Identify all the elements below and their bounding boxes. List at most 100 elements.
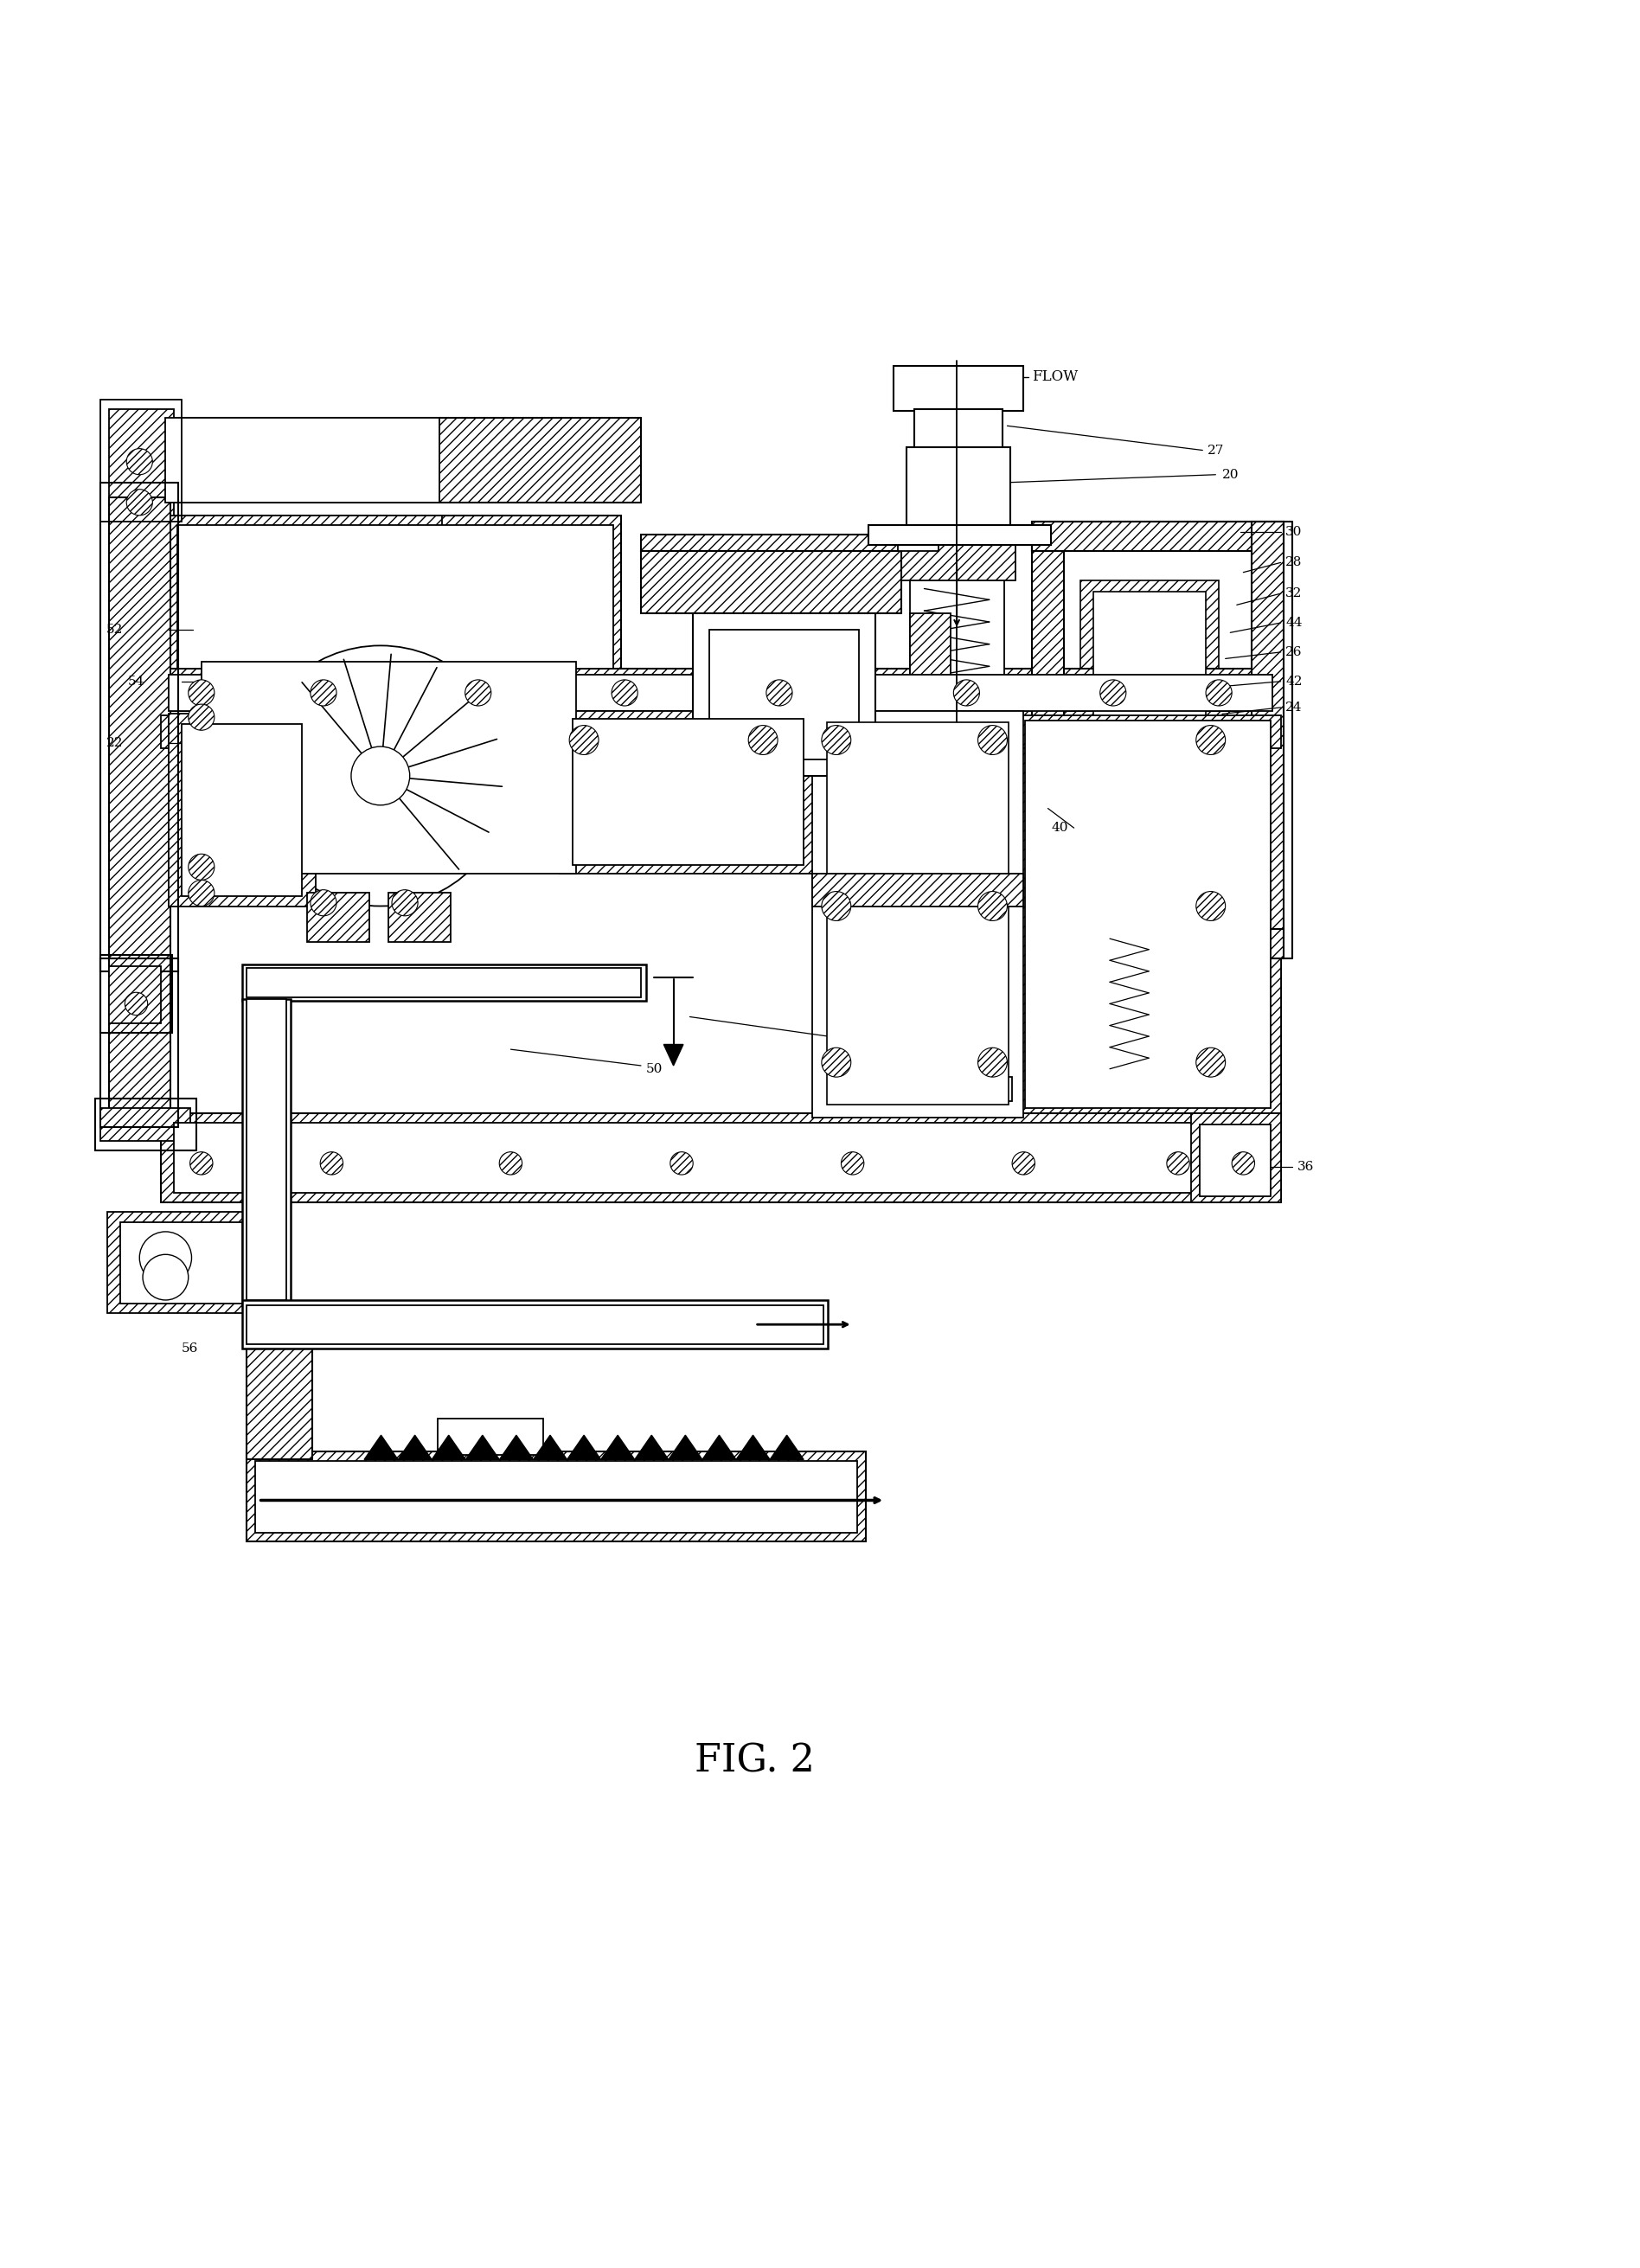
Circle shape — [190, 1152, 213, 1175]
Bar — [1015, 710, 1281, 1118]
Circle shape — [612, 680, 638, 705]
Bar — [438, 1420, 543, 1454]
Polygon shape — [669, 1436, 702, 1461]
Bar — [910, 581, 1004, 1084]
Polygon shape — [567, 1436, 600, 1461]
Text: 24: 24 — [1286, 701, 1302, 714]
Circle shape — [1196, 1048, 1225, 1077]
Circle shape — [953, 680, 979, 705]
Circle shape — [499, 1152, 522, 1175]
Circle shape — [1166, 1152, 1189, 1175]
Circle shape — [139, 1232, 192, 1284]
Bar — [166, 515, 622, 678]
Circle shape — [125, 993, 148, 1016]
Circle shape — [569, 726, 599, 755]
Bar — [100, 399, 182, 522]
Bar — [120, 1222, 243, 1304]
Circle shape — [143, 1254, 189, 1300]
Polygon shape — [533, 1436, 567, 1461]
Bar — [1251, 522, 1284, 939]
Bar — [243, 998, 290, 1304]
Bar — [1191, 1114, 1281, 1202]
Circle shape — [841, 1152, 864, 1175]
Bar — [169, 676, 1273, 710]
Bar — [161, 669, 1281, 717]
Bar — [161, 1114, 1281, 1202]
Polygon shape — [466, 1436, 500, 1461]
Text: FIG. 2: FIG. 2 — [695, 1742, 815, 1780]
Circle shape — [1100, 680, 1127, 705]
Bar — [107, 1211, 254, 1313]
Circle shape — [466, 680, 490, 705]
Bar — [100, 1109, 190, 1141]
Bar — [248, 1304, 823, 1345]
Circle shape — [977, 726, 1007, 755]
Bar — [95, 1098, 197, 1150]
Polygon shape — [769, 1436, 804, 1461]
Bar — [108, 957, 171, 1118]
Bar — [169, 714, 315, 907]
Bar — [1081, 581, 1219, 907]
Bar — [100, 955, 172, 1032]
Bar — [256, 1461, 858, 1533]
Bar — [156, 417, 641, 501]
Bar — [1199, 1125, 1271, 1195]
Bar — [108, 497, 171, 962]
Circle shape — [822, 726, 851, 755]
Bar — [1032, 930, 1284, 957]
Text: 34: 34 — [833, 1034, 850, 1046]
Text: 30: 30 — [1286, 526, 1302, 538]
Bar — [248, 968, 641, 998]
Text: FLOW: FLOW — [1032, 370, 1077, 383]
Text: 28: 28 — [1286, 556, 1302, 569]
Text: 50: 50 — [646, 1064, 663, 1075]
Polygon shape — [500, 1436, 533, 1461]
Circle shape — [1232, 1152, 1255, 1175]
Bar — [161, 717, 1281, 748]
Text: 56: 56 — [182, 1343, 198, 1354]
Circle shape — [822, 891, 851, 921]
Bar — [243, 964, 646, 1000]
Bar — [694, 612, 876, 776]
Polygon shape — [600, 1436, 635, 1461]
Text: 42: 42 — [1286, 676, 1302, 687]
Circle shape — [977, 891, 1007, 921]
Bar — [907, 447, 1010, 531]
Bar — [248, 998, 285, 1300]
Bar — [869, 526, 1051, 544]
Bar — [177, 526, 613, 669]
Text: 54: 54 — [128, 676, 144, 687]
Polygon shape — [399, 1436, 431, 1461]
Circle shape — [977, 1048, 1007, 1077]
Circle shape — [189, 855, 215, 880]
Bar — [100, 957, 179, 1127]
Polygon shape — [166, 515, 443, 669]
Text: 52: 52 — [107, 624, 123, 635]
Bar — [899, 544, 1015, 581]
Polygon shape — [364, 1436, 399, 1461]
Polygon shape — [635, 1436, 669, 1461]
Bar — [1032, 551, 1064, 930]
Bar — [910, 612, 950, 776]
Circle shape — [1012, 1152, 1035, 1175]
Bar — [915, 411, 1002, 451]
Text: 32: 32 — [1286, 587, 1302, 599]
Text: 40: 40 — [1051, 821, 1068, 835]
Bar — [100, 483, 179, 971]
Bar — [161, 710, 1281, 1118]
Bar — [1032, 522, 1284, 551]
Bar — [243, 1300, 828, 1349]
Circle shape — [251, 646, 510, 907]
Bar — [812, 873, 1023, 907]
Circle shape — [822, 1048, 851, 1077]
Circle shape — [126, 449, 153, 474]
Circle shape — [392, 889, 418, 916]
Circle shape — [189, 880, 215, 907]
Polygon shape — [431, 1436, 466, 1461]
Circle shape — [320, 1152, 343, 1175]
Bar — [1064, 551, 1251, 930]
Bar — [827, 721, 1009, 1105]
Circle shape — [126, 490, 153, 515]
Text: 36: 36 — [1297, 1161, 1314, 1173]
Circle shape — [766, 680, 792, 705]
